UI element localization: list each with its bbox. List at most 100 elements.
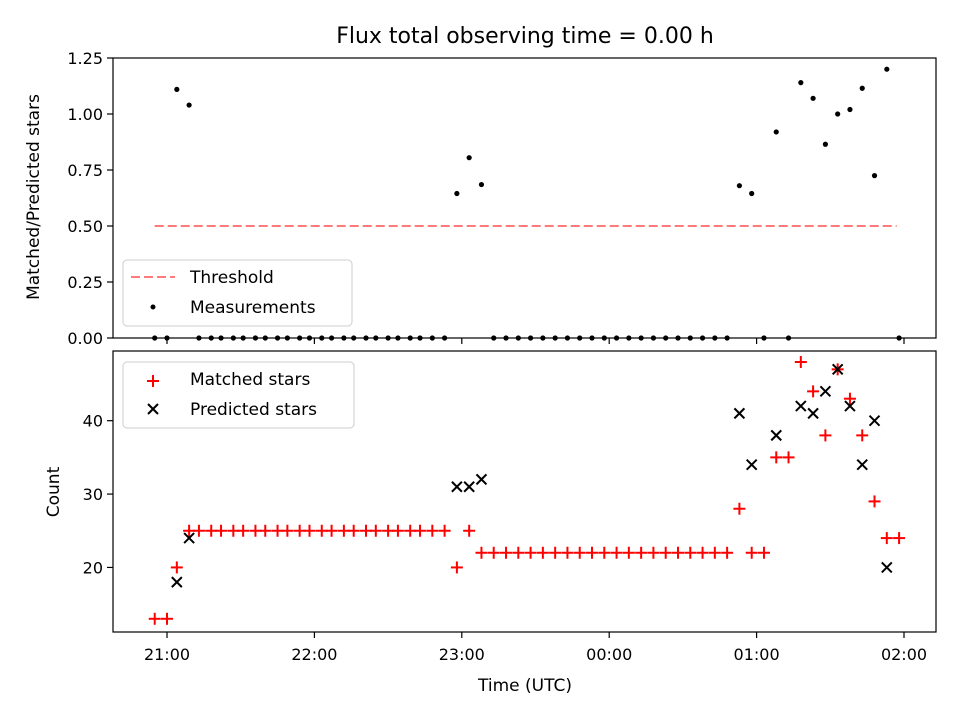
predicted-star-point	[171, 576, 183, 588]
matched-star-point	[635, 546, 648, 559]
matched-star-point	[647, 546, 660, 559]
matched-star-point	[303, 524, 316, 537]
matched-star-point	[487, 546, 500, 559]
matched-star-point	[622, 546, 635, 559]
bottom-y-tick-label: 30	[83, 485, 103, 504]
legend-measurements-swatch	[150, 304, 156, 310]
predicted-star-point	[807, 407, 819, 420]
matched-star-point	[770, 451, 783, 464]
top-legend: Threshold Measurements	[122, 259, 353, 327]
matched-star-point	[708, 546, 721, 559]
matched-star-point	[347, 524, 360, 537]
predicted-star-point	[451, 481, 463, 493]
top-y-tick-label: 0.75	[67, 161, 103, 180]
predicted-star-point	[795, 400, 807, 412]
matched-star-point	[325, 524, 338, 537]
legend-predicted-label: Predicted stars	[190, 400, 317, 420]
bottom-x-tick-label: 02:00	[881, 645, 927, 664]
matched-star-point	[794, 356, 807, 369]
matched-star-point	[733, 502, 746, 515]
matched-star-point	[148, 612, 161, 625]
measurement-point	[186, 102, 192, 108]
top-axes-frame	[112, 57, 937, 339]
top-y-tick-label: 1.25	[67, 49, 103, 68]
measurement-point	[859, 85, 865, 91]
matched-star-point	[391, 524, 404, 537]
bottom-x-tick-label: 01:00	[734, 645, 780, 664]
matched-star-point	[259, 524, 272, 537]
legend-predicted-swatch	[147, 403, 159, 415]
matched-star-point	[426, 524, 439, 537]
matched-star-point	[659, 546, 672, 559]
matched-star-point	[573, 546, 586, 559]
matched-star-point	[745, 546, 758, 559]
matched-star-point	[161, 612, 173, 625]
matched-star-point	[807, 385, 820, 398]
predicted-star-point	[831, 363, 844, 376]
matched-star-point	[475, 546, 488, 559]
matched-star-point	[524, 546, 537, 559]
matched-star-point	[819, 429, 832, 442]
matched-star-point	[671, 546, 684, 559]
measurement-point	[871, 173, 878, 179]
measurement-point	[884, 66, 890, 72]
measurement-point	[174, 86, 180, 92]
measurement-point	[810, 95, 816, 101]
predicted-star-point	[844, 400, 856, 412]
matched-star-point	[549, 546, 562, 559]
matched-star-point	[721, 546, 734, 559]
matched-star-point	[880, 532, 893, 545]
matched-star-point	[170, 561, 183, 574]
predicted-star-point	[733, 407, 746, 420]
top-y-tick-label: 0.00	[67, 329, 103, 348]
matched-star-point	[500, 546, 513, 559]
matched-star-point	[512, 546, 525, 559]
matched-star-point	[684, 546, 697, 559]
bottom-marks	[148, 356, 906, 625]
matched-star-point	[561, 546, 574, 559]
predicted-star-point	[475, 473, 488, 486]
bottom-x-tick-label: 21:00	[144, 645, 190, 664]
bottom-legend-box	[122, 361, 355, 429]
predicted-star-point	[183, 532, 195, 544]
top-y-axis-label: Matched/Predicted stars	[24, 94, 44, 300]
measurement-point	[454, 190, 460, 197]
predicted-star-point	[463, 481, 475, 493]
matched-star-point	[598, 546, 611, 559]
bottom-panel: Count Time (UTC) 20 30 40 21:00 22:00 23:00 00…	[44, 350, 937, 696]
top-y-tick-label: 1.00	[67, 105, 103, 124]
matched-star-point	[843, 392, 856, 405]
measurement-point	[736, 183, 743, 189]
matched-star-point	[450, 561, 463, 574]
predicted-star-point	[881, 561, 893, 574]
matched-star-point	[192, 524, 205, 537]
matched-star-point	[610, 546, 623, 559]
matched-star-point	[215, 524, 228, 537]
top-panel: Flux total observing time = 0.00 h Match…	[24, 24, 937, 348]
matched-star-point	[536, 546, 549, 559]
matched-star-point	[369, 524, 382, 537]
matched-star-point	[868, 495, 881, 508]
predicted-star-point	[745, 459, 758, 471]
predicted-star-point	[819, 385, 832, 398]
top-chart-title: Flux total observing time = 0.00 h	[336, 24, 714, 49]
bottom-x-tick-label: 23:00	[439, 645, 485, 664]
top-legend-box	[122, 259, 353, 327]
measurement-point	[466, 155, 472, 161]
top-y-tick-label: 0.50	[67, 217, 103, 236]
measurement-point	[749, 190, 755, 197]
top-ticks: 0.00 0.25 0.50 0.75 1.00 1.25	[67, 49, 905, 348]
bottom-y-tick-label: 20	[83, 558, 103, 577]
measurement-point	[798, 80, 804, 86]
matched-star-point	[586, 546, 599, 559]
measurement-point	[847, 106, 853, 113]
bottom-x-tick-label: 22:00	[291, 645, 337, 664]
top-y-tick-label: 0.25	[67, 273, 103, 292]
predicted-star-point	[856, 459, 868, 471]
matched-star-point	[856, 429, 869, 442]
legend-threshold-label: Threshold	[189, 268, 274, 288]
predicted-star-point	[770, 429, 782, 442]
legend-matched-swatch	[147, 375, 159, 387]
